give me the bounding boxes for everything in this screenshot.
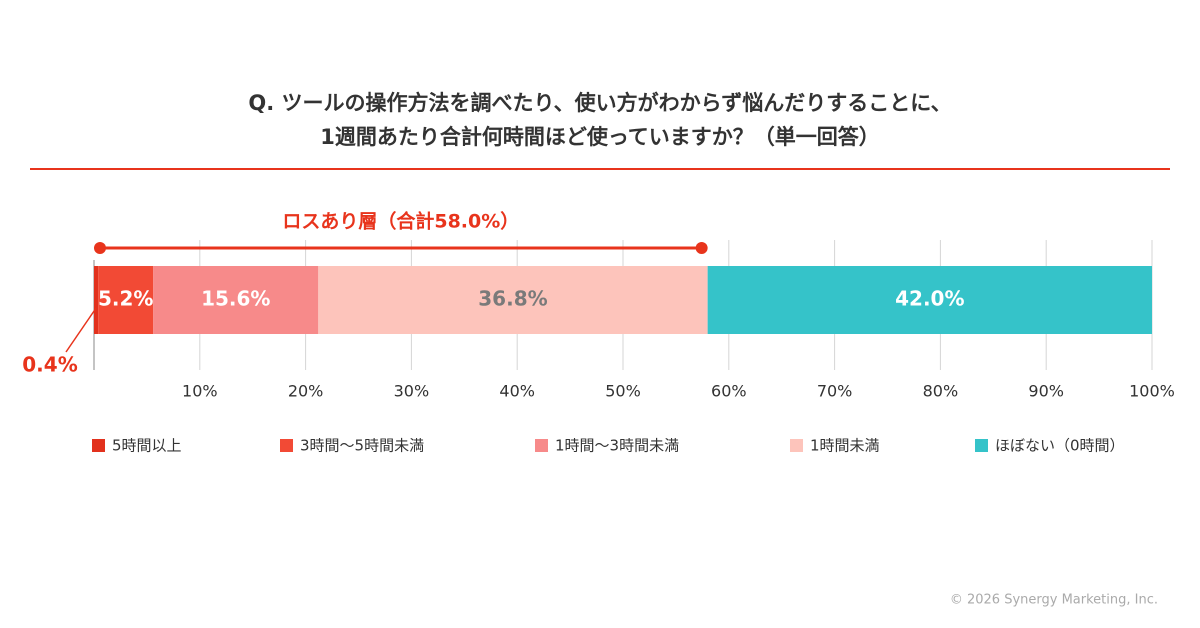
chart-title: 1週間あたり合計何時間ほど使っていますか？（単一回答） — [320, 125, 880, 149]
value-label: 36.8% — [478, 287, 547, 311]
bar-segment — [153, 266, 319, 334]
x-tick-label: 50% — [605, 382, 641, 401]
value-label: 15.6% — [201, 287, 270, 311]
x-tick-label: 90% — [1028, 382, 1064, 401]
legend-swatch — [790, 439, 803, 452]
bar-segment — [98, 266, 154, 334]
x-tick-label: 20% — [288, 382, 324, 401]
x-tick-label: 30% — [394, 382, 430, 401]
leader-line — [65, 307, 97, 353]
annotation-dot — [94, 242, 106, 254]
footer: © 2026 Synergy Marketing, Inc. — [950, 593, 1158, 608]
legend-swatch — [975, 439, 988, 452]
legend-swatch — [535, 439, 548, 452]
x-tick-label: 70% — [817, 382, 853, 401]
value-label: 5.2% — [98, 287, 153, 311]
legend-label: 5時間以上 — [112, 437, 182, 455]
x-tick-label: 100% — [1129, 382, 1175, 401]
bar-segment — [318, 266, 708, 334]
value-label: 0.4% — [22, 353, 77, 377]
legend-swatch — [92, 439, 105, 452]
legend-label: 1時間〜3時間未満 — [555, 437, 679, 455]
annotation-text: ロスあり層（合計58.0%） — [282, 210, 519, 233]
x-tick-label: 80% — [923, 382, 959, 401]
x-tick-label: 10% — [182, 382, 218, 401]
legend-swatch — [280, 439, 293, 452]
value-label: 42.0% — [895, 287, 964, 311]
x-tick-label: 40% — [499, 382, 535, 401]
bar-segment — [94, 266, 99, 334]
legend-label: 1時間未満 — [810, 437, 880, 455]
chart-title: Q. ツールの操作方法を調べたり、使い方がわからず悩んだりすることに、 — [248, 91, 951, 115]
legend-label: ほぼない（0時間） — [995, 437, 1125, 455]
x-tick-label: 60% — [711, 382, 747, 401]
annotation-dot — [695, 242, 708, 254]
legend-label: 3時間〜5時間未満 — [300, 437, 424, 455]
bar-segment — [707, 266, 1152, 334]
